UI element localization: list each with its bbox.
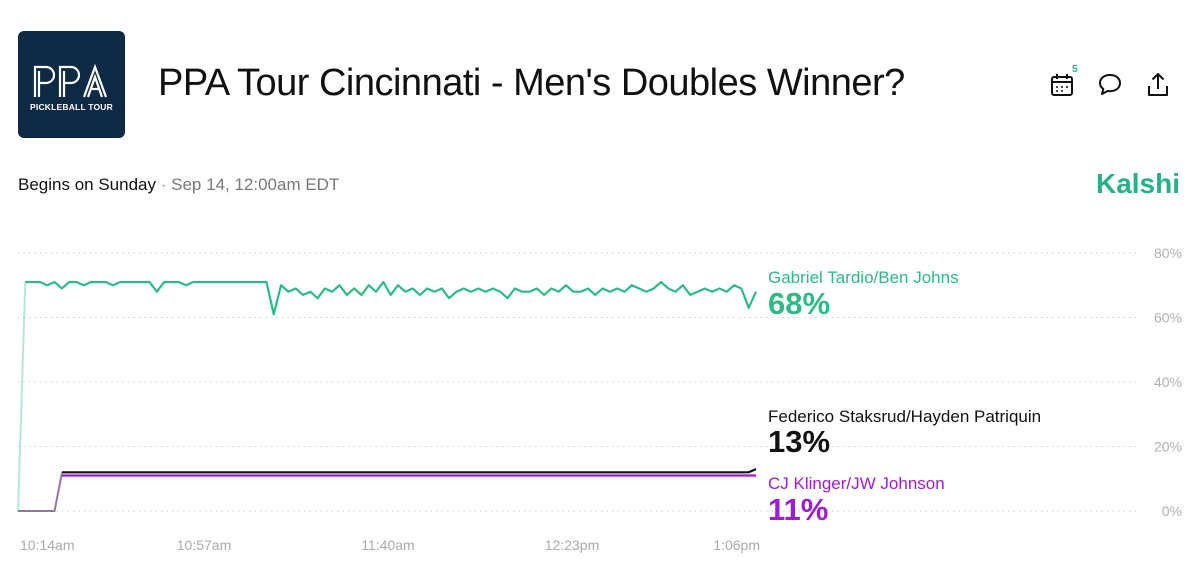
y-tick-label: 20% bbox=[1154, 439, 1182, 455]
comment-icon[interactable] bbox=[1095, 70, 1125, 100]
series-name-label: Gabriel Tardio/Ben Johns bbox=[768, 268, 959, 287]
series-leadin bbox=[18, 472, 63, 512]
separator: · bbox=[160, 175, 167, 194]
share-icon[interactable] bbox=[1143, 70, 1173, 100]
x-tick-label: 12:23pm bbox=[545, 537, 599, 553]
ppa-logo: PICKLEBALL TOUR bbox=[18, 31, 125, 138]
y-tick-label: 0% bbox=[1162, 503, 1182, 519]
kalshi-brand[interactable]: Kalshi bbox=[1095, 168, 1180, 199]
calendar-icon[interactable] bbox=[1047, 70, 1077, 100]
begins-text: Begins on Sunday bbox=[18, 175, 156, 194]
probability-chart: 80% 60% 40% 20% 0% 10:14am 10:57am 11:40am 12:23… bbox=[17, 245, 1182, 553]
y-tick-label: 80% bbox=[1154, 245, 1182, 261]
series-line bbox=[61, 468, 757, 474]
series-percent-label: 13% bbox=[768, 424, 830, 459]
x-tick-label: 10:57am bbox=[177, 537, 231, 553]
y-tick-label: 40% bbox=[1154, 374, 1182, 390]
series-percent-label: 11% bbox=[768, 492, 828, 527]
x-tick-label: 1:06pm bbox=[713, 537, 760, 553]
x-tick-label: 11:40am bbox=[361, 537, 414, 553]
series-percent-label: 68% bbox=[768, 286, 830, 321]
y-tick-label: 60% bbox=[1154, 310, 1182, 326]
series-name-label: CJ Klinger/JW Johnson bbox=[768, 474, 945, 493]
x-tick-label: 10:14am bbox=[20, 537, 74, 553]
calendar-badge: 5 bbox=[1072, 64, 1078, 75]
event-date: Sep 14, 12:00am EDT bbox=[171, 175, 340, 194]
logo-subtext: PICKLEBALL TOUR bbox=[30, 102, 113, 112]
event-start: Begins on Sunday · Sep 14, 12:00am EDT bbox=[18, 175, 339, 195]
series-leadin bbox=[17, 281, 27, 512]
series-line bbox=[25, 280, 758, 316]
series-name-label: Federico Staksrud/Hayden Patriquin bbox=[768, 407, 1041, 426]
ppa-logo-mark bbox=[33, 63, 108, 98]
page-title: PPA Tour Cincinnati - Men's Doubles Winn… bbox=[158, 62, 905, 104]
series-leadin bbox=[18, 475, 63, 512]
